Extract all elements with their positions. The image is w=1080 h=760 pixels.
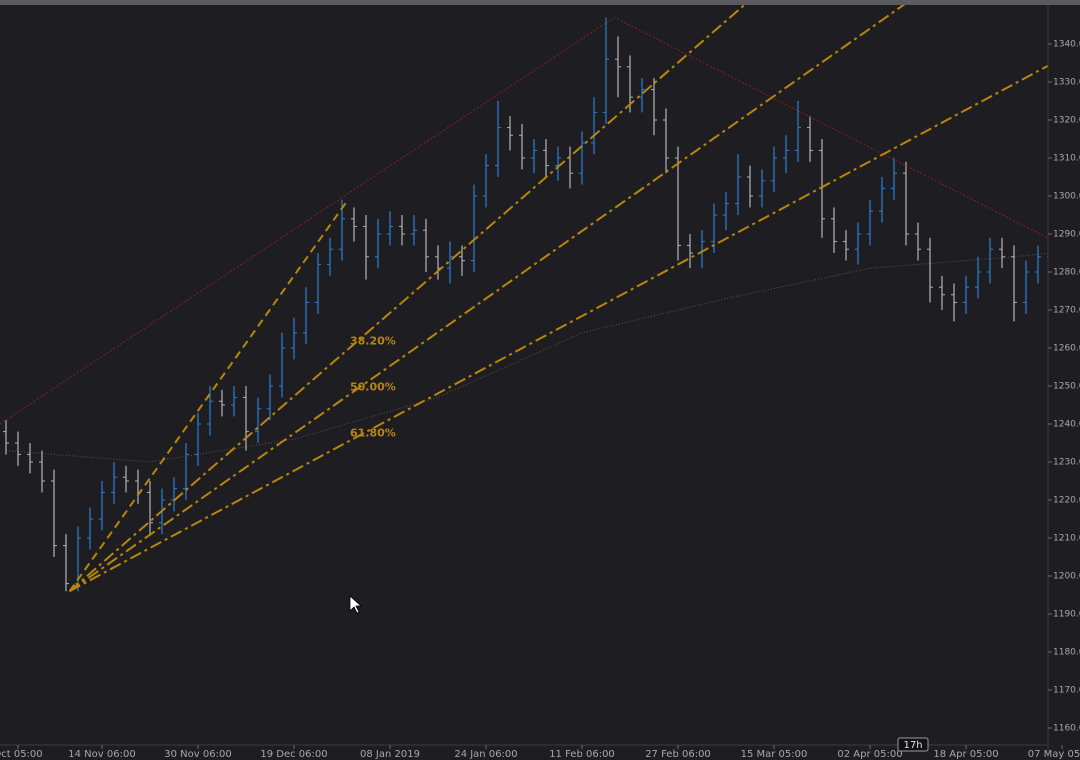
fan-level-label: 38.20%	[350, 334, 396, 347]
x-tick-label: 27 Feb 06:00	[645, 749, 711, 760]
x-tick-label: 08 Jan 2019	[360, 749, 420, 760]
time-badge: 17h	[903, 740, 922, 751]
zigzag-line	[0, 16, 1048, 425]
y-tick-label: 1160.00	[1053, 724, 1080, 734]
x-tick-label: 11 Feb 06:00	[549, 749, 615, 760]
y-tick-label: 1300.00	[1053, 192, 1080, 202]
fan-level-label: 61.80%	[350, 427, 396, 440]
y-tick-label: 1320.00	[1053, 116, 1080, 126]
mouse-cursor	[349, 595, 363, 614]
x-tick-label: 19 Dec 06:00	[260, 749, 327, 760]
y-tick-label: 1250.00	[1053, 382, 1080, 392]
y-tick-label: 1280.00	[1053, 268, 1080, 278]
x-tick-label: 18 Apr 05:00	[933, 749, 998, 760]
y-tick-label: 1270.00	[1053, 306, 1080, 316]
y-tick-label: 1290.00	[1053, 230, 1080, 240]
price-axis	[1048, 5, 1080, 760]
y-tick-label: 1200.00	[1053, 572, 1080, 582]
y-tick-label: 1180.00	[1053, 648, 1080, 658]
x-tick-label: 24 Jan 06:00	[454, 749, 517, 760]
y-tick-label: 1240.00	[1053, 420, 1080, 430]
x-tick-label: 30 Nov 06:00	[164, 749, 231, 760]
x-tick-label: Oct 05:00	[0, 749, 43, 760]
y-tick-label: 1230.00	[1053, 458, 1080, 468]
top-bar	[0, 0, 1080, 5]
axes: 1160.00 1170.00 1180.00 1190.00 1200.00 1210.…	[0, 40, 1080, 760]
y-tick-label: 1260.00	[1053, 344, 1080, 354]
fan-level-label: 50.00%	[350, 381, 396, 394]
y-tick-label: 1310.00	[1053, 154, 1080, 164]
x-tick-label: 07 May 05:00	[1028, 749, 1080, 760]
time-badge-box	[897, 737, 929, 752]
x-tick-label: 14 Nov 06:00	[68, 749, 135, 760]
y-tick-label: 1210.00	[1053, 534, 1080, 544]
y-tick-label: 1220.00	[1053, 496, 1080, 506]
x-tick-label: 15 Mar 05:00	[741, 749, 808, 760]
y-tick-label: 1190.00	[1053, 610, 1080, 620]
plot-area: 38.20% 50.00% 61.80%	[0, 5, 1048, 593]
y-tick-label: 1340.00	[1053, 40, 1080, 50]
fan-trend-line	[68, 199, 349, 592]
y-tick-label: 1330.00	[1053, 78, 1080, 88]
y-tick-label: 1170.00	[1053, 686, 1080, 696]
fan-line	[69, 64, 1048, 593]
x-tick-label: 02 Apr 05:00	[837, 749, 902, 760]
